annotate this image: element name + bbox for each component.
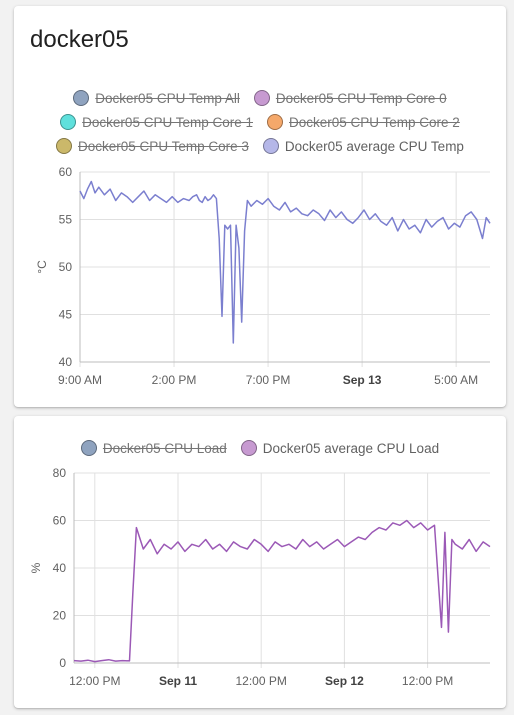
x-tick-label: 2:00 PM xyxy=(152,373,197,387)
legend-item[interactable]: Docker05 CPU Temp Core 2 xyxy=(267,114,460,130)
x-tick-label: 12:00 PM xyxy=(236,674,287,688)
x-tick-label: 7:00 PM xyxy=(246,373,291,387)
y-tick-label: 40 xyxy=(53,561,67,575)
x-tick-label: 9:00 AM xyxy=(58,373,102,387)
y-tick-label: 60 xyxy=(59,165,73,179)
cpu-temp-chart: 40 45 50 55 60 9:00 AM 2:00 PM 7:00 PM Sep 13 5:0… xyxy=(35,165,491,387)
x-tick-label: 12:00 PM xyxy=(402,674,453,688)
legend-swatch-icon xyxy=(56,138,73,154)
cpu-load-chart: 0 20 40 60 80 12:00 PM Sep 11 12:00 PM Sep 12 12:… xyxy=(29,466,491,688)
cpu-temp-card: docker05 Docker05 CPU Temp All Docker05 C… xyxy=(14,6,506,407)
series-line xyxy=(73,519,491,663)
legend-row: Docker05 CPU Load Docker05 average CPU Lo… xyxy=(14,436,506,460)
legend-item[interactable]: Docker05 CPU Load xyxy=(80,440,227,456)
legend-swatch-icon xyxy=(60,114,77,130)
y-axis-label: % xyxy=(29,562,43,573)
legend-item[interactable]: Docker05 average CPU Load xyxy=(240,440,440,456)
chart-legend: Docker05 CPU Temp All Docker05 CPU Temp C… xyxy=(14,86,506,158)
legend-item[interactable]: Docker05 CPU Temp Core 1 xyxy=(60,114,253,130)
legend-label: Docker05 CPU Temp All xyxy=(95,90,240,106)
legend-label: Docker05 CPU Temp Core 1 xyxy=(82,114,253,130)
y-tick-label: 20 xyxy=(53,609,67,623)
legend-item[interactable]: Docker05 CPU Temp Core 0 xyxy=(253,90,447,106)
legend-item[interactable]: Docker05 average CPU Temp xyxy=(262,138,464,154)
cpu-load-card: Docker05 CPU Load Docker05 average CPU Lo… xyxy=(14,416,506,708)
y-tick-label: 40 xyxy=(59,355,73,369)
legend-label: Docker05 CPU Load xyxy=(102,440,227,456)
y-tick-label: 55 xyxy=(59,213,73,227)
legend-label: Docker05 CPU Temp Core 2 xyxy=(289,114,460,130)
legend-swatch-icon xyxy=(262,138,279,154)
legend-label: Docker05 CPU Temp Core 3 xyxy=(78,138,249,154)
legend-item[interactable]: Docker05 CPU Temp Core 3 xyxy=(56,138,249,154)
legend-label: Docker05 CPU Temp Core 0 xyxy=(275,90,447,106)
legend-label: Docker05 average CPU Temp xyxy=(284,138,464,154)
card-title: docker05 xyxy=(30,26,129,53)
legend-item[interactable]: Docker05 CPU Temp All xyxy=(73,90,240,106)
y-axis-label: °C xyxy=(35,260,49,274)
y-tick-label: 80 xyxy=(53,466,67,480)
legend-row: Docker05 CPU Temp All Docker05 CPU Temp C… xyxy=(14,86,506,110)
legend-row: Docker05 CPU Temp Core 3 Docker05 average… xyxy=(14,134,506,158)
legend-swatch-icon xyxy=(240,440,257,456)
x-tick-label: 12:00 PM xyxy=(69,674,120,688)
x-tick-label: 5:00 AM xyxy=(434,373,478,387)
legend-swatch-icon xyxy=(253,90,270,106)
series-line xyxy=(79,180,491,344)
x-tick-label: Sep 11 xyxy=(159,674,197,688)
y-tick-label: 45 xyxy=(59,308,73,322)
y-tick-label: 0 xyxy=(59,656,66,670)
y-tick-label: 60 xyxy=(53,514,67,528)
y-tick-label: 50 xyxy=(59,260,73,274)
legend-swatch-icon xyxy=(73,90,90,106)
x-tick-label: Sep 13 xyxy=(343,373,382,387)
legend-row: Docker05 CPU Temp Core 1 Docker05 CPU Tem… xyxy=(14,110,506,134)
x-tick-label: Sep 12 xyxy=(325,674,364,688)
legend-swatch-icon xyxy=(267,114,283,130)
chart-legend: Docker05 CPU Load Docker05 average CPU Lo… xyxy=(14,436,506,460)
legend-label: Docker05 average CPU Load xyxy=(262,440,440,456)
legend-swatch-icon xyxy=(80,440,97,456)
